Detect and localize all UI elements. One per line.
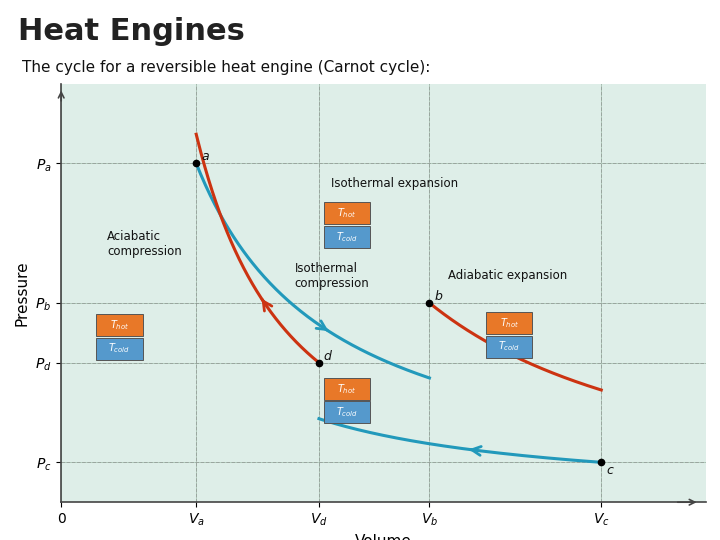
Text: c: c: [606, 464, 613, 477]
Text: $T_{hot}$: $T_{hot}$: [337, 206, 356, 220]
Text: $T_{cold}$: $T_{cold}$: [336, 230, 358, 244]
FancyBboxPatch shape: [323, 378, 369, 400]
Y-axis label: Pressure: Pressure: [14, 260, 30, 326]
FancyBboxPatch shape: [323, 401, 369, 423]
Text: Aciabatic
compression: Aciabatic compression: [107, 230, 182, 258]
Text: Isothermal expansion: Isothermal expansion: [331, 177, 459, 190]
Text: $T_{hot}$: $T_{hot}$: [500, 316, 519, 330]
FancyBboxPatch shape: [323, 202, 369, 225]
X-axis label: Volume: Volume: [355, 534, 412, 540]
FancyBboxPatch shape: [96, 314, 143, 336]
Text: $T_{cold}$: $T_{cold}$: [336, 406, 358, 419]
Text: Heat Engines: Heat Engines: [18, 17, 245, 46]
Text: Adiabatic expansion: Adiabatic expansion: [448, 269, 567, 282]
FancyBboxPatch shape: [486, 312, 532, 334]
Text: The cycle for a reversible heat engine (Carnot cycle):: The cycle for a reversible heat engine (…: [22, 59, 430, 75]
Text: $T_{hot}$: $T_{hot}$: [110, 318, 129, 332]
Text: b: b: [434, 290, 442, 303]
Text: a: a: [201, 150, 209, 163]
FancyBboxPatch shape: [96, 338, 143, 360]
Text: $T_{hot}$: $T_{hot}$: [337, 382, 356, 396]
FancyBboxPatch shape: [486, 335, 532, 357]
Text: Isothermal
compression: Isothermal compression: [294, 262, 369, 290]
Text: $T_{cold}$: $T_{cold}$: [109, 342, 130, 355]
FancyBboxPatch shape: [323, 226, 369, 248]
Text: d: d: [324, 349, 332, 362]
Text: $T_{cold}$: $T_{cold}$: [498, 340, 521, 354]
